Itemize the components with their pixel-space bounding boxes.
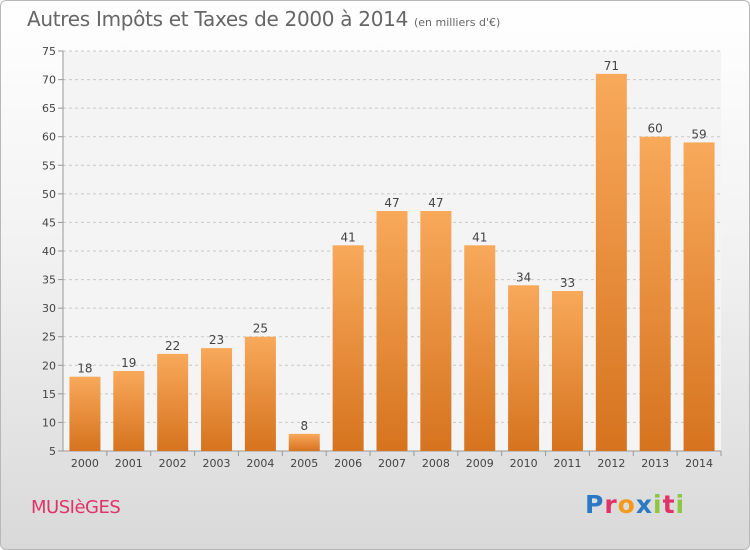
chart-subtitle: (en milliers d'€) — [414, 16, 501, 29]
commune-name: MUSIèGES — [31, 497, 121, 518]
x-tick-label: 2002 — [159, 457, 187, 470]
bar-value-label: 25 — [253, 322, 268, 336]
title-text: Autres Impôts et Taxes de 2000 à 2014 — [27, 7, 408, 31]
bar-value-label: 71 — [604, 59, 619, 73]
bar — [244, 336, 276, 451]
bar — [595, 73, 627, 451]
x-tick-label: 2004 — [246, 457, 274, 470]
logo-letter: i — [675, 490, 686, 519]
y-tick-label: 40 — [42, 245, 56, 258]
bar — [332, 245, 364, 451]
x-tick-label: 2001 — [115, 457, 143, 470]
bar — [288, 433, 320, 451]
bar — [508, 285, 540, 451]
y-tick-label: 70 — [42, 74, 56, 87]
bar-value-label: 41 — [472, 230, 487, 244]
bar-value-label: 22 — [165, 339, 180, 353]
x-tick-label: 2009 — [466, 457, 494, 470]
logo-letter: x — [635, 490, 653, 519]
x-tick-label: 2006 — [334, 457, 362, 470]
logo-letter: t — [662, 490, 676, 519]
y-tick-label: 60 — [42, 131, 56, 144]
bar-value-label: 47 — [428, 196, 443, 210]
bar — [639, 136, 671, 451]
x-tick-label: 2000 — [71, 457, 99, 470]
x-tick-label: 2005 — [290, 457, 318, 470]
bar-value-label: 23 — [209, 333, 224, 347]
bar — [420, 211, 452, 451]
x-tick-label: 2013 — [641, 457, 669, 470]
bar-value-label: 60 — [648, 122, 663, 136]
x-tick-label: 2014 — [685, 457, 713, 470]
logo-letter: P — [585, 490, 605, 519]
y-tick-label: 10 — [42, 416, 56, 429]
x-tick-label: 2010 — [510, 457, 538, 470]
bar — [683, 142, 715, 451]
x-tick-label: 2003 — [203, 457, 231, 470]
y-tick-label: 75 — [42, 45, 56, 58]
y-tick-label: 35 — [42, 274, 56, 287]
x-tick-label: 2011 — [553, 457, 581, 470]
bar-value-label: 8 — [300, 419, 308, 433]
bar — [113, 371, 145, 451]
y-tick-label: 25 — [42, 331, 56, 344]
logo-letter: r — [604, 490, 618, 519]
bar — [69, 376, 101, 451]
y-tick-label: 45 — [42, 216, 56, 229]
y-tick-label: 5 — [49, 445, 56, 458]
bar-value-label: 59 — [691, 127, 706, 141]
bar-value-label: 18 — [77, 362, 92, 376]
proxiti-logo: Proxiti — [585, 490, 685, 519]
bar — [157, 353, 189, 451]
bar-value-label: 19 — [121, 356, 136, 370]
logo-letter: i — [653, 490, 663, 519]
bar — [464, 245, 496, 451]
bar-value-label: 47 — [384, 196, 399, 210]
x-tick-label: 2007 — [378, 457, 406, 470]
bar — [551, 291, 583, 451]
y-tick-label: 30 — [42, 302, 56, 315]
y-tick-label: 20 — [42, 359, 56, 372]
bar-value-label: 41 — [340, 230, 355, 244]
bar-value-label: 34 — [516, 270, 531, 284]
y-tick-label: 65 — [42, 102, 56, 115]
y-tick-label: 50 — [42, 188, 56, 201]
logo-letter: o — [617, 490, 636, 519]
x-tick-label: 2012 — [597, 457, 625, 470]
bar — [376, 211, 408, 451]
y-tick-label: 15 — [42, 388, 56, 401]
y-tick-label: 55 — [42, 159, 56, 172]
x-tick-label: 2008 — [422, 457, 450, 470]
chart-title: Autres Impôts et Taxes de 2000 à 2014 (en… — [27, 7, 500, 31]
bar — [201, 348, 233, 451]
bar-value-label: 33 — [560, 276, 575, 290]
